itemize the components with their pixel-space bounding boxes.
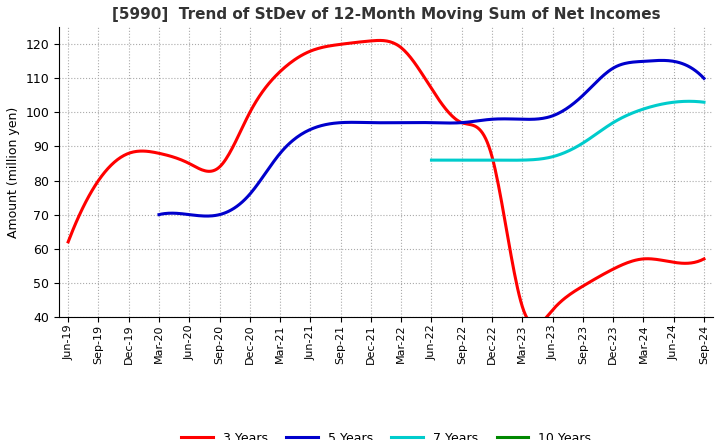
3 Years [528,321,536,326]
5 Years [552,112,561,117]
Title: [5990]  Trend of StDev of 12-Month Moving Sum of Net Incomes: [5990] Trend of StDev of 12-Month Moving… [112,7,660,22]
3 Years [700,256,708,261]
3 Years [64,239,73,245]
5 Years [372,120,380,125]
7 Years [624,112,633,117]
7 Years [427,158,436,163]
5 Years [333,120,342,125]
Line: 5 Years: 5 Years [159,60,704,216]
5 Years [155,212,163,217]
5 Years [222,210,230,215]
3 Years [271,73,279,79]
7 Years [626,111,634,117]
Legend: 3 Years, 5 Years, 7 Years, 10 Years: 3 Years, 5 Years, 7 Years, 10 Years [176,426,596,440]
3 Years [524,318,533,323]
7 Years [685,99,693,104]
7 Years [460,158,469,163]
5 Years [202,213,211,219]
5 Years [657,58,666,63]
3 Years [531,323,539,328]
3 Years [465,122,474,127]
7 Years [517,158,526,163]
Line: 3 Years: 3 Years [68,40,704,325]
3 Years [315,45,324,51]
Y-axis label: Amount (million yen): Amount (million yen) [7,106,20,238]
5 Years [700,76,708,81]
7 Years [599,126,608,132]
7 Years [506,158,515,163]
7 Years [536,156,544,161]
3 Years [374,38,383,43]
Line: 7 Years: 7 Years [431,101,704,160]
5 Years [549,113,558,118]
5 Years [499,116,508,121]
7 Years [700,99,708,105]
3 Years [140,148,149,154]
